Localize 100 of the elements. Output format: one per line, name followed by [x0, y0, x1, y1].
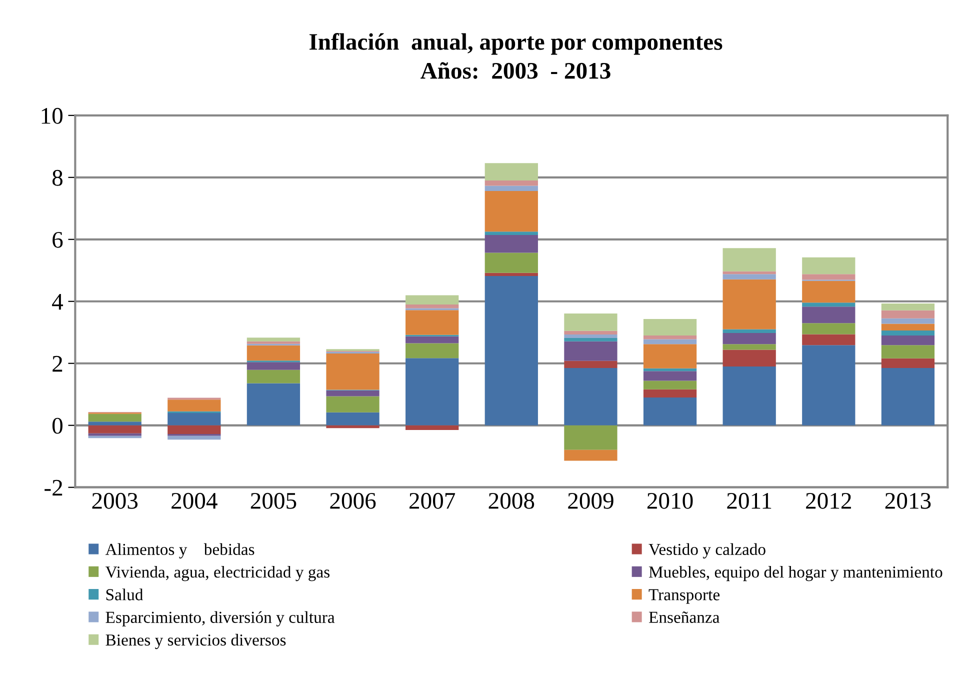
- y-tick-label: 4: [52, 294, 64, 310]
- bar: [326, 353, 380, 390]
- bar: [881, 330, 935, 336]
- bar: [564, 360, 618, 368]
- bar: [326, 425, 380, 428]
- bar: [246, 362, 300, 370]
- chart-subtitle: Años: 2003 - 2013: [420, 62, 610, 79]
- bar: [802, 345, 856, 426]
- legend-label: Vivienda, agua, electricidad y gas: [105, 566, 330, 582]
- x-tick-label: 2005: [250, 492, 296, 509]
- bar: [564, 425, 618, 450]
- bar: [246, 338, 300, 342]
- y-tick-label: 10: [42, 108, 62, 124]
- bar: [802, 274, 856, 280]
- bar: [484, 186, 538, 192]
- bar: [722, 344, 776, 350]
- bar: [484, 252, 538, 273]
- bar: [564, 368, 618, 426]
- bar: [881, 324, 935, 331]
- bar: [643, 371, 697, 381]
- legend-label: Bienes y servicios diversos: [106, 634, 286, 650]
- bar: [722, 350, 776, 366]
- bar: [564, 341, 618, 361]
- bar: [484, 272, 538, 276]
- bar: [722, 279, 776, 330]
- bar: [484, 191, 538, 232]
- y-tick-label: 6: [52, 232, 63, 248]
- bar: [406, 425, 459, 430]
- bar: [564, 450, 618, 461]
- bar: [246, 345, 300, 361]
- x-tick-label: 2011: [727, 492, 772, 509]
- bar: [168, 436, 221, 440]
- bar: [484, 276, 538, 426]
- y-tick-label: 8: [52, 170, 62, 186]
- bar: [406, 343, 459, 358]
- bar: [722, 248, 776, 272]
- legend-label: Enseñanza: [648, 612, 720, 623]
- bar: [406, 358, 459, 426]
- bar: [881, 318, 935, 324]
- chart-title: Inflación anual, aporte por componentes: [309, 33, 722, 55]
- bar: [564, 330, 618, 335]
- bar: [722, 366, 776, 426]
- bar: [246, 383, 300, 426]
- bar: [246, 341, 300, 344]
- bar: [88, 436, 142, 438]
- legend-label: Alimentos y bebidas: [105, 543, 254, 558]
- bar: [168, 412, 221, 426]
- bar: [564, 334, 618, 338]
- bar: [722, 274, 776, 280]
- bar: [88, 414, 142, 422]
- bar: [722, 329, 776, 333]
- bar: [881, 368, 935, 426]
- bar: [564, 338, 618, 342]
- legend-label: Transporte: [648, 589, 720, 604]
- x-tick-label: 2013: [885, 492, 931, 509]
- x-tick-label: 2007: [410, 492, 456, 509]
- bar: [802, 306, 856, 324]
- bar: [484, 232, 538, 236]
- x-tick-label: 2006: [330, 492, 376, 509]
- bar: [802, 302, 856, 307]
- bar: [88, 425, 142, 434]
- legend-label: Esparcimiento, diversión y cultura: [106, 611, 335, 626]
- bar: [643, 335, 697, 340]
- bar: [881, 358, 935, 368]
- bar: [564, 313, 618, 331]
- bar: [643, 397, 697, 426]
- bar: [246, 370, 300, 384]
- x-tick-label: 2009: [568, 492, 614, 509]
- bar: [406, 310, 459, 335]
- bar: [881, 345, 935, 358]
- bar: [484, 235, 538, 253]
- bar: [802, 257, 856, 274]
- bar: [484, 180, 538, 186]
- bar: [881, 304, 935, 310]
- x-tick-label: 2003: [92, 492, 138, 509]
- bar: [326, 396, 380, 412]
- bar: [643, 344, 697, 368]
- bar: [168, 425, 221, 434]
- bar: [881, 335, 935, 346]
- bar: [406, 336, 459, 344]
- bar: [643, 380, 697, 390]
- bar: [722, 333, 776, 344]
- y-tick-label: 2: [52, 356, 62, 372]
- y-tick-label: 0: [52, 418, 62, 434]
- bar: [802, 334, 856, 346]
- bar: [484, 163, 538, 181]
- x-tick-label: 2008: [488, 492, 534, 509]
- x-tick-label: 2010: [647, 492, 693, 509]
- bar: [88, 422, 142, 426]
- bar: [168, 400, 221, 412]
- legend-label: Salud: [106, 588, 144, 600]
- bar: [88, 433, 142, 436]
- bar: [326, 412, 380, 426]
- bar: [326, 390, 380, 396]
- bar: [802, 323, 856, 334]
- legend-label: Muebles, equipo del hogar y mantenimiento: [648, 566, 942, 582]
- bar: [643, 389, 697, 398]
- x-tick-label: 2012: [806, 492, 851, 509]
- bar: [643, 339, 697, 344]
- y-tick-label: -2: [44, 480, 62, 496]
